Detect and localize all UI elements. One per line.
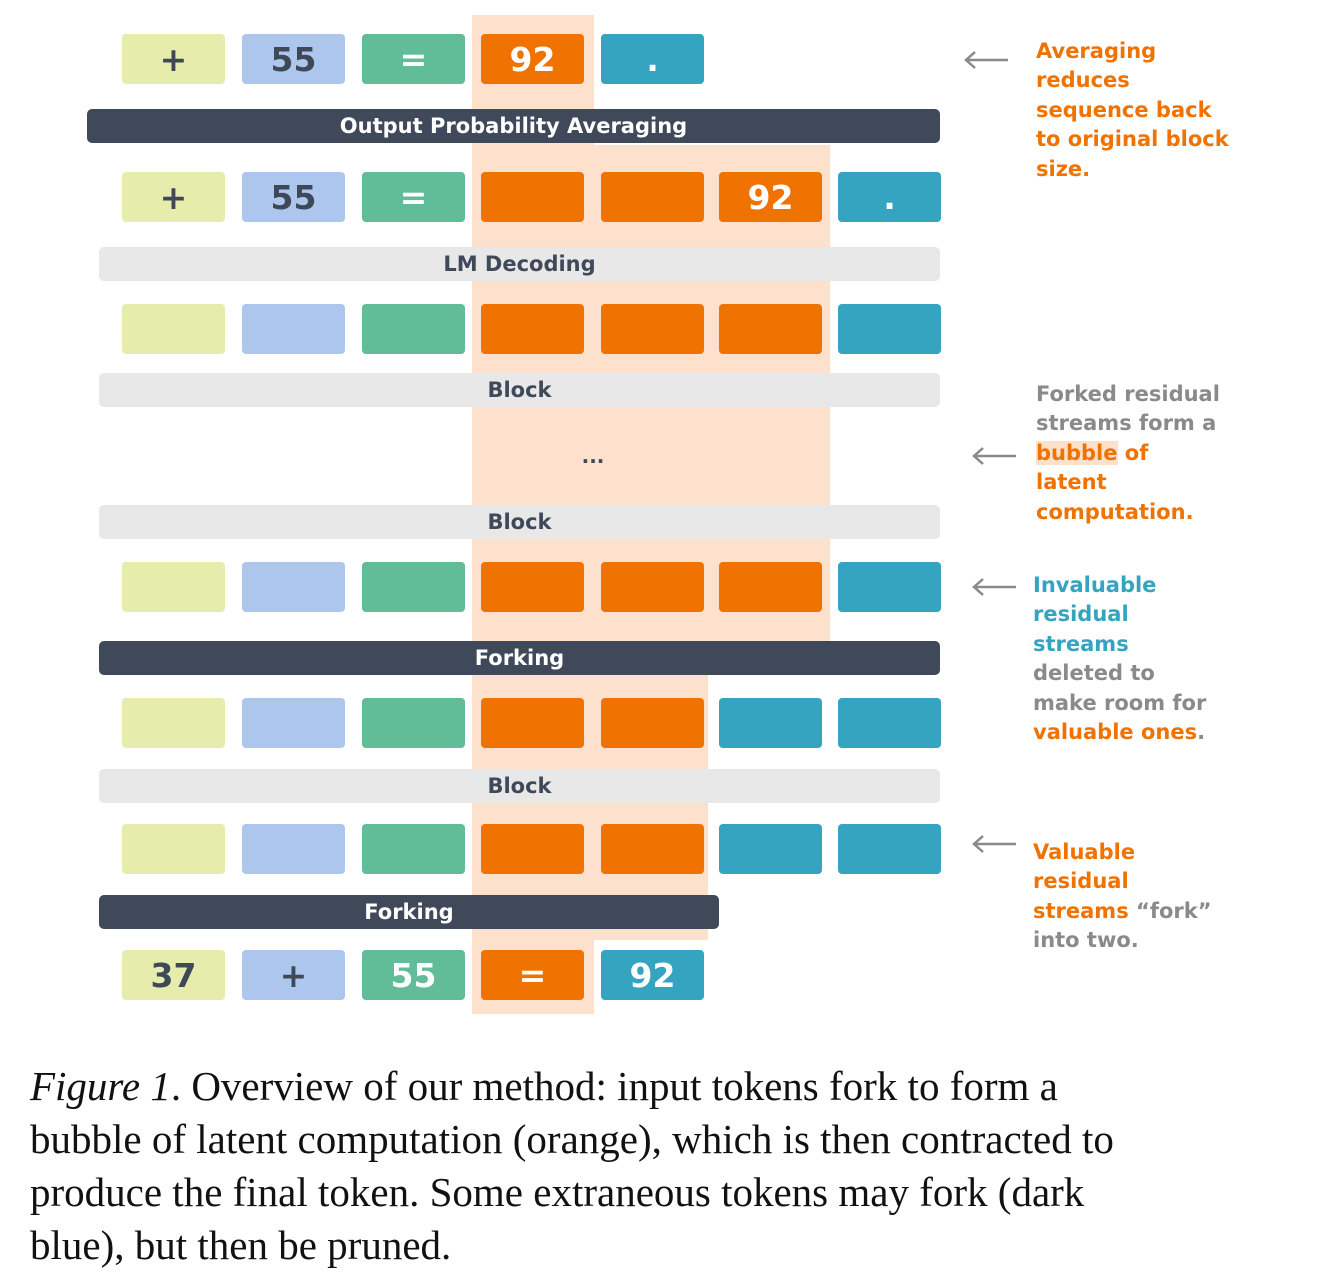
left-arrow-icon	[972, 447, 1016, 465]
token-row3-1	[122, 304, 225, 354]
left-arrow-icon	[972, 578, 1016, 596]
token-row6-6	[719, 824, 822, 874]
token-decoded-55: 55	[242, 172, 345, 222]
bar-block-1: Block	[99, 373, 940, 407]
token-output-period: .	[601, 34, 704, 84]
token-row6-3	[362, 824, 465, 874]
annotation-valuable: Valuable residual streams “fork” into tw…	[1033, 840, 1212, 953]
left-arrow-icon	[972, 835, 1016, 853]
figure-caption: Figure 1. Overview of our method: input …	[30, 1063, 1114, 1268]
token-row3-4	[481, 304, 584, 354]
token-row6-4	[481, 824, 584, 874]
token-row3-6	[719, 304, 822, 354]
token-input-plus: +	[242, 950, 345, 1000]
token-decoded-plus: +	[122, 172, 225, 222]
token-row5-6	[719, 698, 822, 748]
bar-lm-decoding: LM Decoding	[99, 247, 940, 281]
annotation-averaging: Averaging reduces sequence back to origi…	[1036, 39, 1229, 181]
ellipsis: ...	[581, 444, 605, 468]
token-output-equals: =	[362, 34, 465, 84]
token-row3-7	[838, 304, 941, 354]
token-output-92: 92	[481, 34, 584, 84]
bar-output-probability-averaging: Output Probability Averaging	[87, 109, 940, 143]
token-row6-7	[838, 824, 941, 874]
token-output-55: 55	[242, 34, 345, 84]
bar-block-3: Block	[99, 769, 940, 803]
token-output-plus: +	[122, 34, 225, 84]
token-row4-4	[481, 562, 584, 612]
token-row5-5	[601, 698, 704, 748]
caption-label: Figure 1	[30, 1063, 171, 1109]
token-row3-5	[601, 304, 704, 354]
token-decoded-latent-2	[601, 172, 704, 222]
token-decoded-92: 92	[719, 172, 822, 222]
bar-block-2: Block	[99, 505, 940, 539]
token-row6-5	[601, 824, 704, 874]
token-row6-1	[122, 824, 225, 874]
token-row5-1	[122, 698, 225, 748]
token-row5-3	[362, 698, 465, 748]
token-row4-2	[242, 562, 345, 612]
token-row3-3	[362, 304, 465, 354]
token-decoded-equals: =	[362, 172, 465, 222]
bar-forking-1: Forking	[99, 641, 940, 675]
token-input-37: 37	[122, 950, 225, 1000]
token-row4-1	[122, 562, 225, 612]
token-row4-3	[362, 562, 465, 612]
bar-forking-2: Forking	[99, 895, 719, 929]
token-decoded-latent-1	[481, 172, 584, 222]
token-input-55: 55	[362, 950, 465, 1000]
left-arrow-icon	[964, 51, 1008, 69]
annotation-invaluable: Invaluable residual streams deleted to m…	[1033, 573, 1207, 745]
token-decoded-period: .	[838, 172, 941, 222]
token-input-92: 92	[601, 950, 704, 1000]
token-row4-6	[719, 562, 822, 612]
token-input-equals: =	[481, 950, 584, 1000]
token-row5-4	[481, 698, 584, 748]
token-row5-2	[242, 698, 345, 748]
annotation-bubble: Forked residual streams form a bubble of…	[1036, 382, 1220, 524]
token-row3-2	[242, 304, 345, 354]
token-row6-2	[242, 824, 345, 874]
token-row4-5	[601, 562, 704, 612]
bubble-highlight: bubble	[1036, 440, 1118, 465]
token-row4-7	[838, 562, 941, 612]
token-row5-7	[838, 698, 941, 748]
